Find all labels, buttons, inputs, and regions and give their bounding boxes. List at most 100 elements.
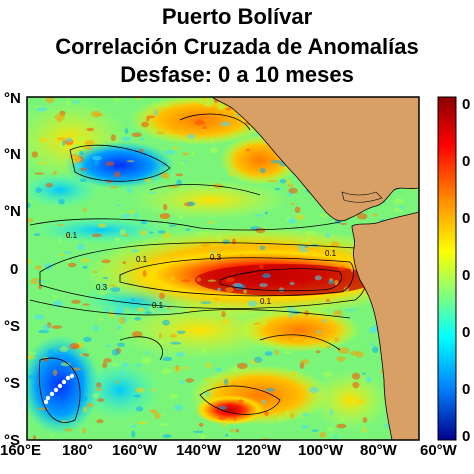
speckle bbox=[314, 275, 322, 281]
y-tick-label: °N bbox=[4, 203, 21, 220]
speckle bbox=[110, 134, 116, 142]
speckle bbox=[233, 414, 237, 422]
speckle bbox=[259, 245, 266, 251]
speckle bbox=[97, 398, 105, 402]
x-tick-label: 80°W bbox=[360, 442, 397, 459]
speckle bbox=[214, 297, 219, 300]
contour-label: 0.1 bbox=[66, 231, 78, 240]
speckle bbox=[137, 421, 146, 425]
speckle bbox=[45, 97, 55, 104]
speckle bbox=[68, 262, 77, 268]
y-tick-label: °N bbox=[4, 90, 21, 107]
speckle bbox=[103, 358, 112, 363]
speckle bbox=[139, 138, 144, 141]
speckle bbox=[191, 151, 195, 156]
speckle bbox=[35, 265, 42, 270]
speckle bbox=[179, 162, 186, 165]
speckle bbox=[200, 243, 210, 248]
speckle bbox=[290, 412, 295, 419]
speckle bbox=[141, 357, 152, 364]
speckle bbox=[177, 214, 184, 219]
speckle bbox=[192, 430, 204, 433]
speckle bbox=[202, 97, 210, 101]
speckle bbox=[325, 298, 330, 303]
speckle bbox=[146, 115, 155, 119]
speckle bbox=[287, 184, 295, 188]
speckle bbox=[168, 185, 180, 189]
speckle bbox=[170, 333, 177, 338]
y-tick-label: °S bbox=[4, 318, 21, 335]
speckle bbox=[205, 412, 209, 418]
speckle bbox=[92, 270, 98, 274]
speckle bbox=[130, 425, 137, 428]
speckle bbox=[236, 362, 248, 370]
speckle bbox=[187, 133, 196, 139]
speckle bbox=[304, 245, 309, 248]
speckle bbox=[120, 371, 125, 376]
speckle bbox=[163, 203, 168, 211]
speckle bbox=[114, 380, 120, 383]
speckle bbox=[334, 337, 340, 343]
speckle bbox=[32, 435, 37, 440]
speckle bbox=[100, 282, 105, 288]
contour-label: 0.1 bbox=[260, 297, 272, 306]
speckle bbox=[245, 148, 251, 151]
speckle bbox=[80, 167, 88, 171]
speckle bbox=[202, 126, 207, 129]
colorbar-tick-label: 0 bbox=[462, 324, 471, 341]
speckle bbox=[160, 413, 165, 416]
speckle bbox=[211, 250, 215, 254]
speckle bbox=[134, 317, 142, 321]
speckle bbox=[222, 239, 230, 245]
speckle bbox=[86, 403, 94, 408]
speckle bbox=[82, 406, 87, 413]
speckle bbox=[135, 387, 146, 393]
speckle bbox=[105, 161, 115, 166]
speckle bbox=[46, 267, 51, 271]
speckle bbox=[27, 202, 31, 209]
speckle bbox=[175, 352, 185, 357]
speckle bbox=[162, 434, 172, 439]
speckle bbox=[336, 423, 347, 429]
speckle bbox=[164, 150, 176, 155]
speckle bbox=[42, 324, 51, 332]
speckle bbox=[242, 328, 251, 334]
speckle bbox=[157, 230, 166, 234]
speckle bbox=[83, 336, 92, 343]
speckle bbox=[110, 363, 120, 367]
contour-label-group: 0.1 0.1 0.1 0.1 0.3 0.3 0.1 bbox=[66, 231, 337, 310]
speckle bbox=[69, 343, 80, 350]
speckle bbox=[37, 162, 48, 165]
speckle bbox=[225, 287, 234, 293]
speckle bbox=[201, 347, 207, 354]
speckle bbox=[198, 230, 208, 238]
speckle bbox=[27, 374, 36, 379]
speckle bbox=[362, 372, 366, 375]
speckle bbox=[289, 281, 295, 286]
speckle bbox=[253, 322, 261, 325]
speckle bbox=[154, 109, 158, 117]
speckle bbox=[144, 351, 149, 354]
speckle bbox=[338, 347, 350, 354]
speckle bbox=[322, 319, 327, 323]
map-title-analysis: Correlación Cruzada de Anomalías bbox=[55, 34, 419, 59]
speckle bbox=[31, 151, 38, 158]
speckle bbox=[185, 378, 195, 383]
speckle bbox=[302, 413, 309, 416]
speckle bbox=[74, 135, 85, 141]
speckle bbox=[141, 121, 149, 128]
speckle bbox=[306, 236, 313, 241]
colorbar-tick-label: 0 bbox=[462, 267, 471, 284]
speckle bbox=[232, 238, 236, 245]
speckle bbox=[288, 217, 296, 224]
speckle bbox=[34, 314, 45, 320]
speckle bbox=[274, 187, 281, 191]
contour-label: 0.3 bbox=[96, 283, 108, 292]
speckle bbox=[372, 213, 378, 217]
speckle bbox=[185, 228, 190, 231]
speckle bbox=[315, 350, 321, 354]
speckle bbox=[152, 104, 160, 108]
speckle bbox=[328, 280, 334, 285]
speckle bbox=[131, 331, 143, 338]
speckle bbox=[56, 224, 65, 226]
